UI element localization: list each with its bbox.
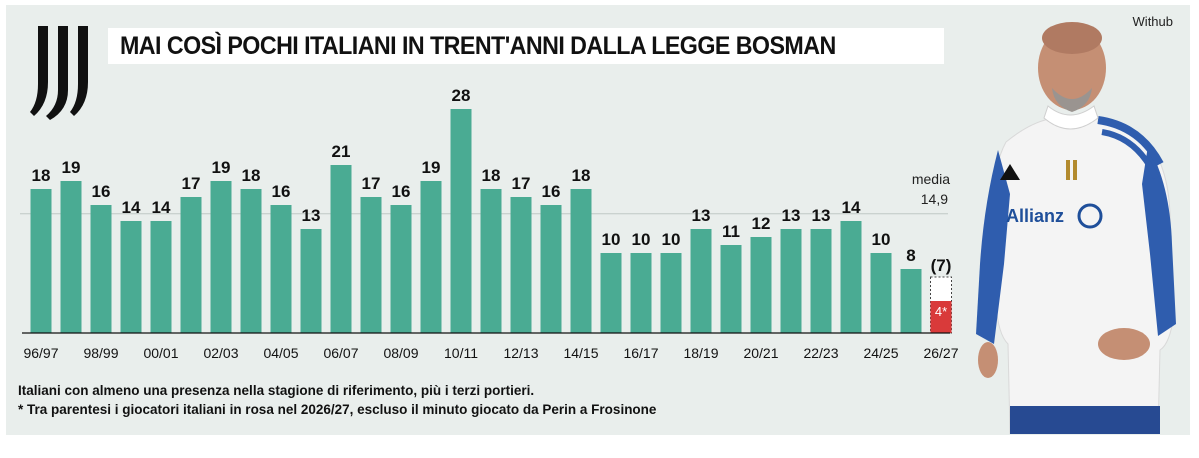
- bar-chart: media 14,9 18 19 16 14 14 17 19 18 16 13 21 17 16 19 2…: [20, 86, 959, 361]
- bar-05-06: [300, 229, 322, 333]
- bar-value-label: 13: [812, 206, 831, 225]
- x-tick-label: 20/21: [743, 345, 778, 361]
- x-tick-label: 18/19: [683, 345, 718, 361]
- bar-04-05: [270, 205, 292, 333]
- average-label: media: [912, 171, 950, 187]
- bar-17-18: [660, 253, 682, 333]
- bar-16-17: [630, 253, 652, 333]
- tick-labels-group: 96/97 98/99 00/01 02/03 04/05 06/07 08/09 10/11…: [23, 345, 958, 361]
- bar-96-97: [30, 189, 52, 333]
- bar-value-label: 13: [692, 206, 711, 225]
- bar-value-label: 10: [872, 230, 891, 249]
- bar-03-04: [240, 189, 262, 333]
- bar-01-02: [180, 197, 202, 333]
- bar-value-label: 21: [332, 142, 351, 161]
- title-box: MAI COSÌ POCHI ITALIANI IN TRENT'ANNI DA…: [108, 28, 944, 64]
- bar-06-07: [330, 165, 352, 333]
- bar-15-16: [600, 253, 622, 333]
- bar-00-01: [150, 221, 172, 333]
- source-label: Withub: [1132, 14, 1173, 29]
- bar-value-label: 14: [152, 198, 171, 217]
- bar-value-label: 16: [92, 182, 111, 201]
- x-tick-label: 24/25: [863, 345, 898, 361]
- x-tick-label: 16/17: [623, 345, 658, 361]
- bars-group: 18 19 16 14 14 17 19 18 16 13 21 17 16 19 28 18 17 16 18 10…: [30, 86, 952, 334]
- bar-value-label: 19: [62, 158, 81, 177]
- bar-10-11: [450, 109, 472, 333]
- bar-value-label: 16: [392, 182, 411, 201]
- bar-value-label: 19: [422, 158, 441, 177]
- x-tick-label: 08/09: [383, 345, 418, 361]
- x-tick-label: 26/27: [923, 345, 958, 361]
- bar-value-label: 14: [122, 198, 141, 217]
- bar-value-label: 18: [572, 166, 591, 185]
- bar-08-09: [390, 205, 412, 333]
- bar-26-27: [930, 301, 952, 333]
- bar-value-label: 17: [182, 174, 201, 193]
- bar-13-14: [540, 205, 562, 333]
- bar-98-99: [90, 205, 112, 333]
- bar-18-19: [690, 229, 712, 333]
- bar-value-label: 18: [32, 166, 51, 185]
- bar-value-label: 10: [632, 230, 651, 249]
- x-tick-label: 98/99: [83, 345, 118, 361]
- x-tick-label: 00/01: [143, 345, 178, 361]
- x-tick-label: 14/15: [563, 345, 598, 361]
- roster-label: (7): [931, 256, 952, 275]
- bar-value-label: 8: [906, 246, 915, 265]
- bar-24-25: [870, 253, 892, 333]
- bar-value-label: 11: [722, 222, 740, 241]
- bar-value-label: 16: [272, 182, 291, 201]
- bar-value-label: 13: [782, 206, 801, 225]
- x-tick-label: 02/03: [203, 345, 238, 361]
- bar-value-label: 19: [212, 158, 231, 177]
- bar-value-label: 10: [602, 230, 621, 249]
- bar-21-22: [780, 229, 802, 333]
- x-tick-label: 96/97: [23, 345, 58, 361]
- x-tick-label: 22/23: [803, 345, 838, 361]
- bar-value-label: 28: [452, 86, 471, 105]
- bar-value-label: 12: [752, 214, 771, 233]
- bar-value-label: 10: [662, 230, 681, 249]
- bar-20-21: [750, 237, 772, 333]
- coach-photo: Allianz: [976, 22, 1176, 434]
- footnote-1: Italiani con almeno una presenza nella s…: [18, 383, 535, 398]
- bar-02-03: [210, 181, 232, 333]
- bar-value-label: 13: [302, 206, 321, 225]
- bar-12-13: [510, 197, 532, 333]
- bar-25-26: [900, 269, 922, 333]
- bar-value-label-inside: 4*: [935, 304, 947, 319]
- bar-07-08: [360, 197, 382, 333]
- x-tick-label: 06/07: [323, 345, 358, 361]
- chart-title: MAI COSÌ POCHI ITALIANI IN TRENT'ANNI DA…: [120, 31, 836, 60]
- bar-value-label: 18: [482, 166, 501, 185]
- average-value: 14,9: [921, 191, 948, 207]
- bar-09-10: [420, 181, 442, 333]
- bar-19-20: [720, 245, 742, 333]
- bar-99-00: [120, 221, 142, 333]
- bar-97-98: [60, 181, 82, 333]
- bar-value-label: 16: [542, 182, 561, 201]
- bar-14-15: [570, 189, 592, 333]
- footnote-2: * Tra parentesi i giocatori italiani in …: [18, 402, 657, 417]
- bar-11-12: [480, 189, 502, 333]
- jersey-sponsor: Allianz: [1006, 206, 1064, 226]
- x-tick-label: 12/13: [503, 345, 538, 361]
- juventus-logo-icon: [30, 26, 88, 120]
- x-tick-label: 10/11: [444, 345, 478, 361]
- bar-value-label: 18: [242, 166, 261, 185]
- x-tick-label: 04/05: [263, 345, 298, 361]
- bar-value-label: 17: [512, 174, 531, 193]
- bar-value-label: 14: [842, 198, 861, 217]
- bar-23-24: [840, 221, 862, 333]
- bar-22-23: [810, 229, 832, 333]
- bar-value-label: 17: [362, 174, 381, 193]
